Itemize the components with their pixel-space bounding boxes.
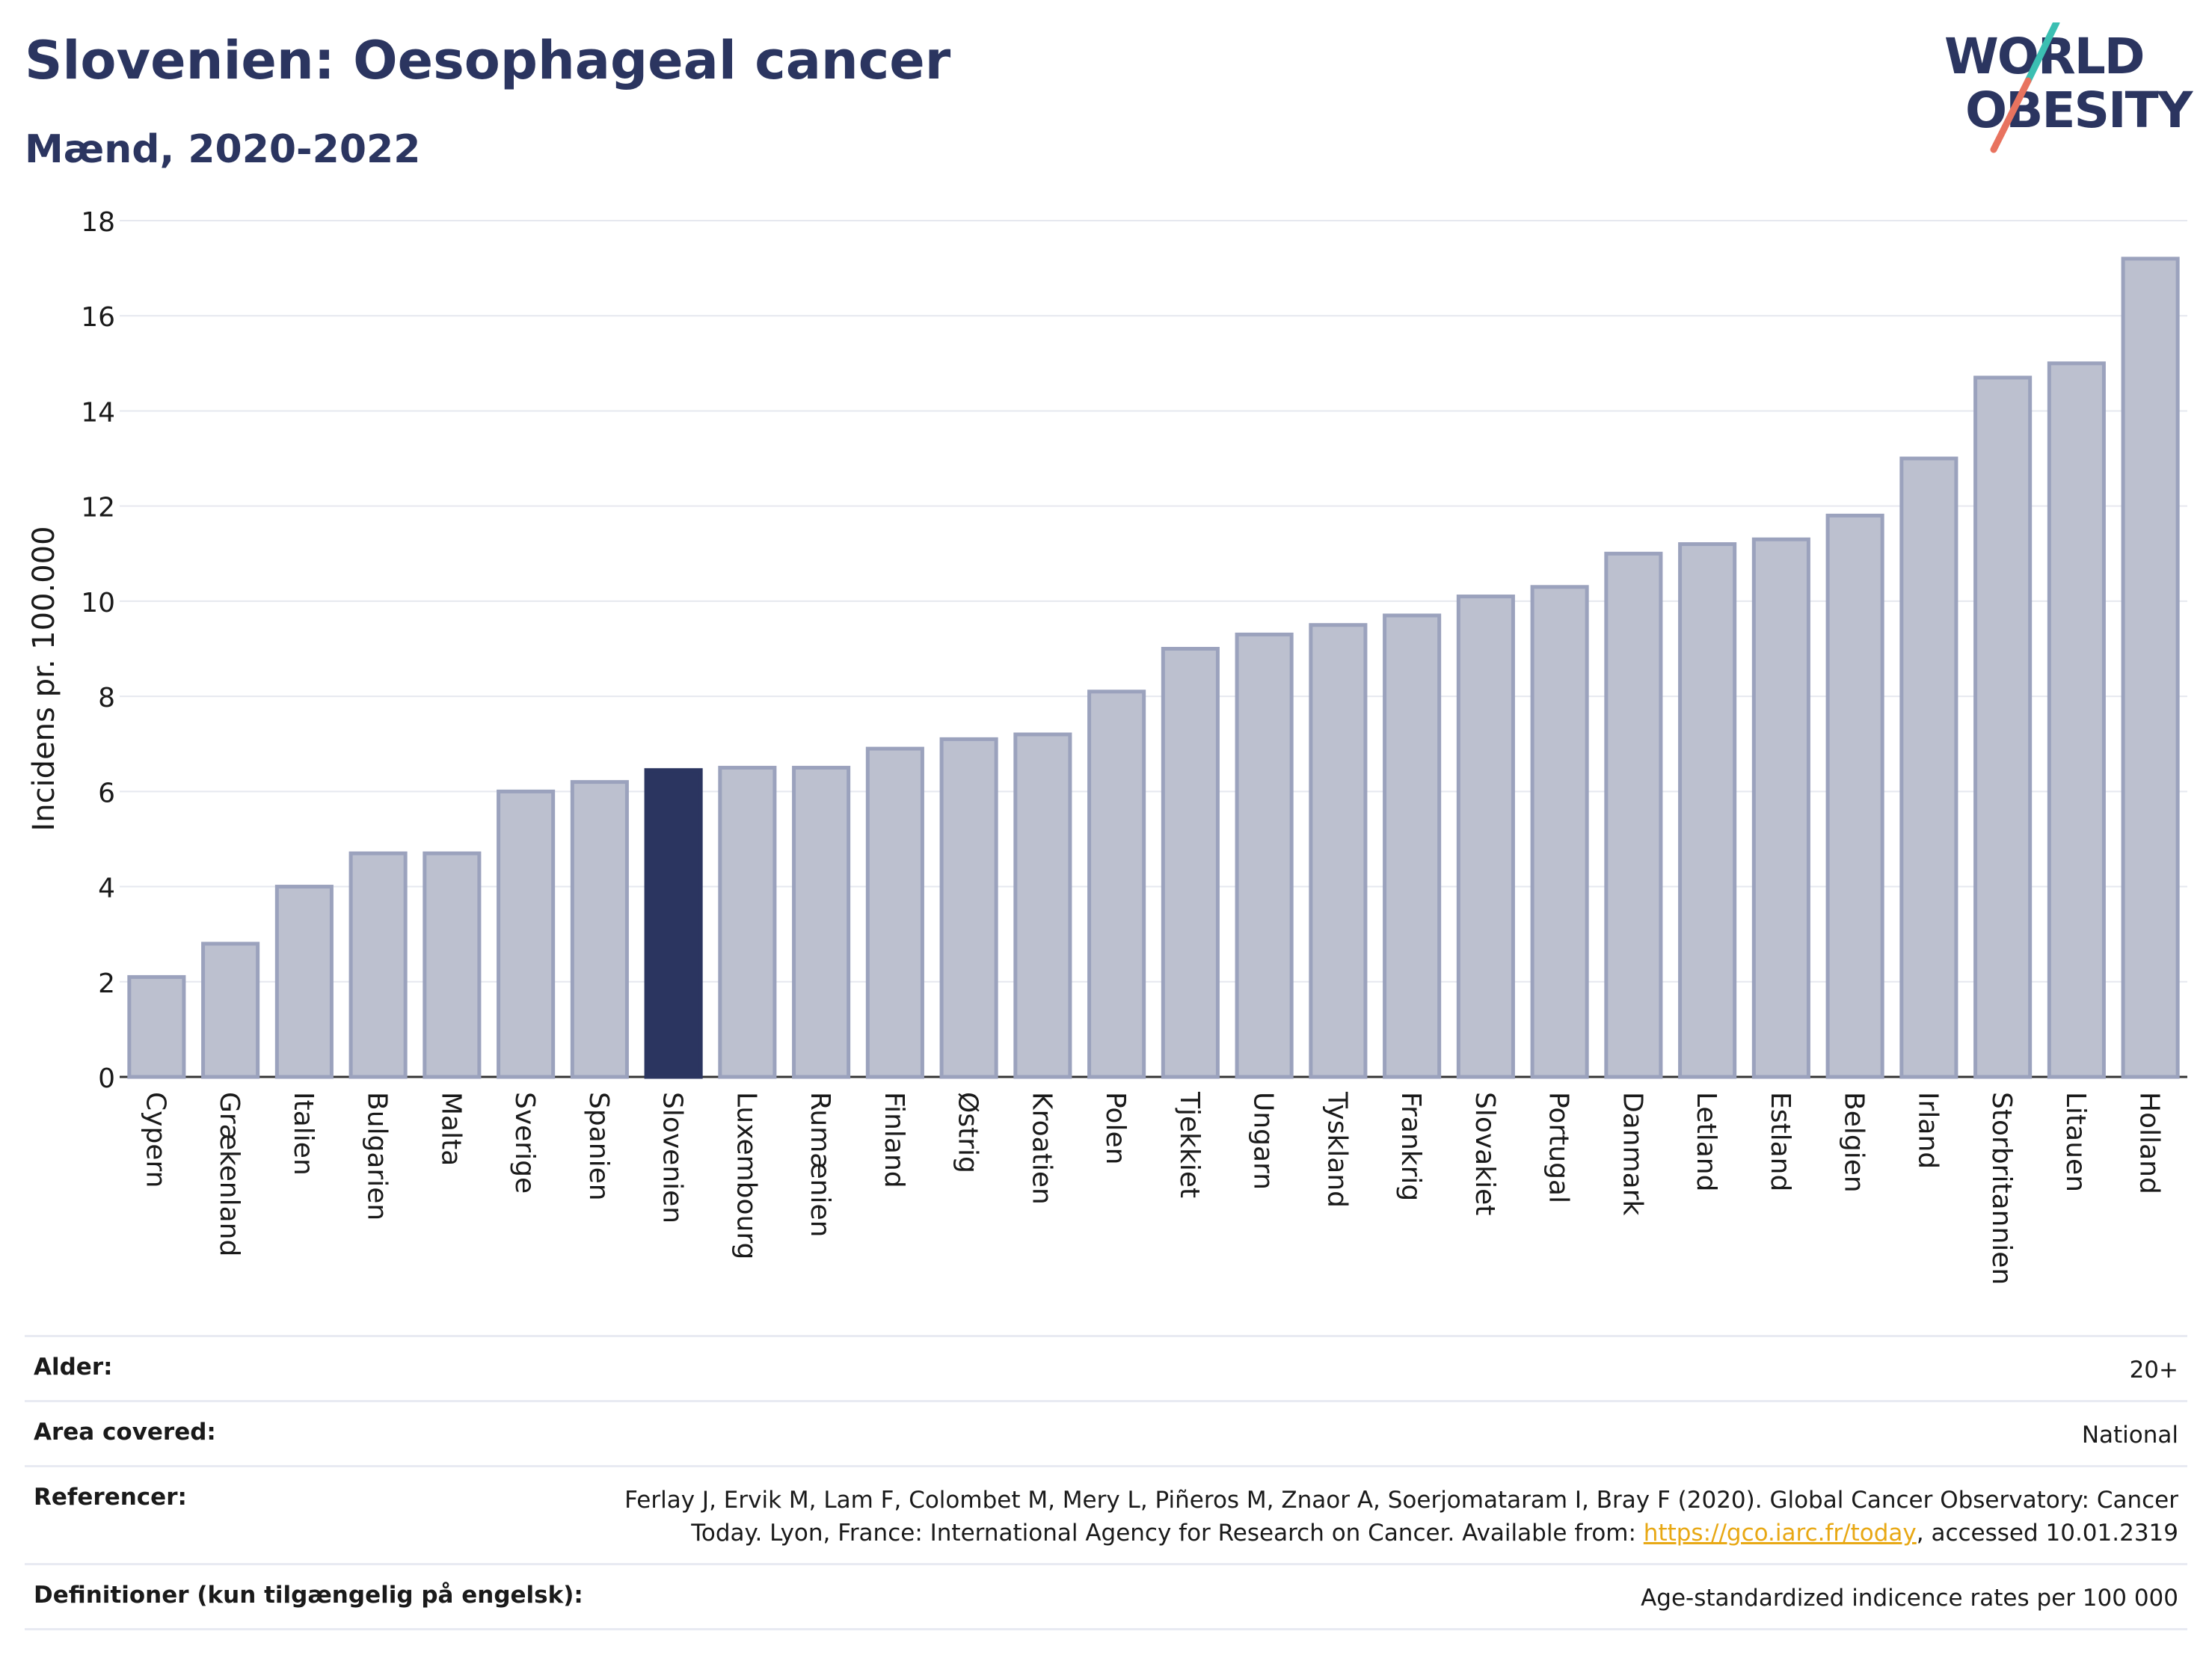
bars [127,257,2180,1079]
x-tick-label: Storbritannien [1986,1092,2017,1285]
bar [1456,595,1515,1079]
y-tick-label: 8 [98,683,115,713]
x-tick-label: Finland [879,1092,909,1188]
y-tick-label: 10 [81,588,115,618]
meta-label: Definitioner (kun tilgængelig på engelsk… [34,1582,583,1609]
bar [274,885,334,1079]
x-tick-label: Spanien [583,1092,614,1201]
meta-row-references: Referencer: Ferlay J, Ervik M, Lam F, Co… [25,1465,2187,1563]
logo-slash-teal [2024,22,2060,85]
metadata-table: Alder: 20+ Area covered: National Refere… [25,1335,2187,1630]
x-tick-label: Slovakiet [1469,1092,1500,1215]
x-tick-label: Polen [1100,1092,1131,1164]
bar [423,851,482,1079]
x-tick-label: Estland [1765,1092,1795,1191]
logo-line1: WORLD [1944,28,2144,85]
bar-highlight [644,768,703,1079]
bar [1973,375,2033,1079]
x-tick-label: Belgien [1839,1092,1870,1193]
y-tick-label: 16 [81,302,115,333]
bar [2121,257,2180,1079]
y-tick-label: 4 [98,873,115,904]
y-tick-label: 6 [98,778,115,808]
x-tick-label: Tjekkiet [1174,1091,1205,1198]
bar [1825,513,1884,1079]
x-tick-label: Bulgarien [362,1092,393,1220]
y-axis-label: Incidens pr. 100.000 [27,526,61,831]
meta-value: National [2081,1422,2178,1449]
bar [1751,537,1810,1079]
y-tick-label: 18 [81,207,115,238]
x-tick-label: Kroatien [1026,1092,1057,1205]
y-tick-label: 12 [81,493,115,523]
x-tick-label: Rumænien [805,1092,835,1237]
meta-label: Area covered: [34,1419,216,1446]
bar [1013,732,1072,1079]
x-tick-label: Litauen [2060,1092,2091,1192]
x-tick-label: Holland [2134,1092,2165,1194]
x-axis-labels: Cypern Grækenland Italien Bulgarien Malta Sve… [140,1091,2164,1285]
bar [127,974,186,1079]
x-tick-label: Italien [288,1092,319,1176]
x-tick-label: Sverige [509,1092,540,1194]
bar [1087,690,1146,1079]
x-tick-label: Portugal [1543,1092,1574,1203]
bar [718,766,777,1079]
meta-value: Ferlay J, Ervik M, Lam F, Colombet M, Me… [624,1484,2178,1550]
x-tick-label: Tyskland [1321,1091,1352,1208]
ref-text-1: Ferlay J, Ervik M, Lam F, Colombet M, Me… [624,1487,2178,1514]
meta-value: Age-standardized indicence rates per 100… [1641,1585,2178,1612]
x-tick-label: Danmark [1617,1092,1647,1216]
meta-label: Referencer: [34,1484,187,1511]
bar [792,766,851,1079]
x-tick-label: Irland [1912,1092,1943,1169]
bar [1604,551,1663,1079]
x-tick-label: Cypern [140,1092,170,1188]
ref-text-2: Today. Lyon, France: International Agenc… [691,1520,1644,1547]
meta-label: Alder: [34,1354,113,1381]
x-tick-label: Østrig [953,1092,983,1173]
bar [1383,613,1442,1079]
bar [201,942,260,1079]
x-tick-label: Grækenland [214,1092,245,1256]
meta-value: 20+ [2129,1357,2178,1384]
meta-row-definitions: Definitioner (kun tilgængelig på engelsk… [25,1563,2187,1630]
y-tick-label: 2 [98,968,115,999]
bar [1309,623,1368,1079]
x-tick-label: Luxembourg [731,1092,761,1259]
bar [1899,456,1958,1079]
bar-chart: 0 2 4 6 8 10 12 14 16 18 Cypern Grækenland Italien B… [27,207,2187,1285]
x-tick-label: Frankrig [1395,1092,1426,1201]
chart-title: Slovenien: Oesophageal cancer [25,30,951,91]
bar [865,746,924,1079]
x-tick-label: Letland [1691,1092,1721,1191]
bar [497,789,556,1079]
bar [348,851,408,1079]
world-obesity-logo: WORLD OBESITY [1944,22,2196,153]
x-tick-label: Ungarn [1248,1092,1279,1190]
bar [939,737,998,1079]
x-tick-label: Malta [435,1092,466,1166]
meta-row-area: Area covered: National [25,1400,2187,1465]
bar [1678,542,1737,1079]
logo-slash-coral [1990,77,2032,153]
x-tick-label: Slovenien [657,1092,688,1223]
bar [1530,585,1589,1079]
meta-row-age: Alder: 20+ [25,1335,2187,1400]
ref-text-3: , accessed 10.01.2319 [1916,1520,2178,1547]
y-tick-label: 0 [98,1063,115,1094]
y-axis-ticks: 0 2 4 6 8 10 12 14 16 18 [81,207,115,1094]
chart-subtitle: Mænd, 2020-2022 [25,127,421,172]
bar [1235,632,1294,1079]
y-tick-label: 14 [81,397,115,428]
bar [570,780,629,1079]
bar [1161,647,1220,1079]
bar [2047,361,2106,1079]
ref-link[interactable]: https://gco.iarc.fr/today [1643,1520,1917,1547]
